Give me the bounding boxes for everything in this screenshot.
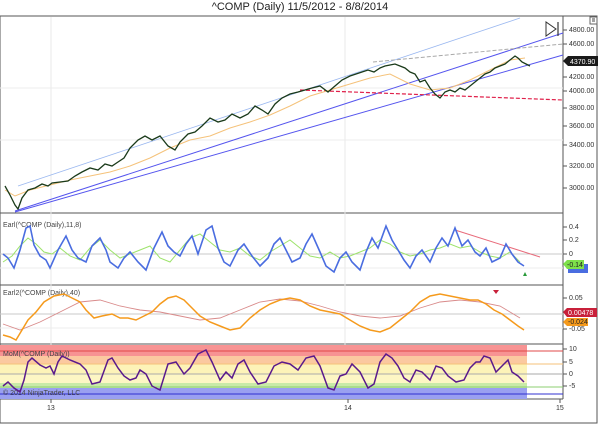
channel-line-1 — [14, 32, 564, 212]
earl2-fast-line — [2, 293, 525, 341]
svg-text:-0.024: -0.024 — [568, 319, 588, 326]
svg-text:-0.14: -0.14 — [567, 262, 583, 269]
channel-line-2 — [14, 54, 564, 213]
svg-text:0.2: 0.2 — [569, 237, 579, 244]
earl2-panel: Earl2(^COMP (Daily),40) 0.05 -0.05 0.004… — [0, 290, 597, 341]
upper-channel-line — [17, 17, 521, 187]
svg-text:3800.00: 3800.00 — [569, 105, 594, 112]
svg-text:10: 10 — [569, 346, 577, 353]
svg-text:-5: -5 — [569, 383, 575, 390]
earl2-value-tag-b: -0.024 — [563, 318, 588, 326]
svg-text:14: 14 — [344, 405, 352, 412]
mom-line — [2, 348, 525, 394]
svg-text:3400.00: 3400.00 — [569, 142, 594, 149]
svg-text:4370.90: 4370.90 — [570, 59, 595, 66]
svg-text:5: 5 — [569, 359, 573, 366]
moving-average — [4, 57, 526, 197]
svg-text:MoM(^COMP (Daily)): MoM(^COMP (Daily)) — [3, 351, 70, 358]
svg-text:15: 15 — [556, 405, 564, 412]
earl2-y-axis: 0.05 -0.05 — [563, 295, 585, 333]
svg-text:0.05: 0.05 — [569, 295, 583, 302]
price-y-axis: 4800.00 4600.00 4200.00 4000.00 3800.00 … — [563, 27, 594, 192]
svg-text:0: 0 — [569, 371, 573, 378]
earl2-value-tag-a: 0.00478 — [563, 308, 597, 317]
x-axis: 13 14 15 — [47, 399, 564, 412]
panel-menu-button[interactable] — [589, 16, 598, 25]
svg-text:4000.00: 4000.00 — [569, 88, 594, 95]
earl-value-tag: -0.14 — [563, 260, 588, 273]
mom-panel: MoM(^COMP (Daily)) © 2014 NinjaTrader, L… — [0, 345, 577, 399]
earl-main-line — [2, 223, 525, 274]
buy-signal-arrow-icon — [523, 272, 527, 276]
price-series — [4, 55, 531, 211]
chart-title: ^COMP (Daily) 11/5/2012 - 8/8/2014 — [211, 1, 389, 13]
svg-text:0.00478: 0.00478 — [568, 310, 593, 317]
earl2-slow-line — [2, 298, 521, 331]
svg-text:0.4: 0.4 — [569, 224, 579, 231]
sell-signal-arrow-icon — [493, 290, 499, 294]
svg-text:3600.00: 3600.00 — [569, 123, 594, 130]
earl-y-axis: 0.4 0.2 0 — [563, 224, 579, 258]
svg-text:Earl(^COMP (Daily),11,8): Earl(^COMP (Daily),11,8) — [3, 222, 81, 229]
gray-resistance-line — [372, 43, 564, 63]
mom-y-axis: 10 5 0 -5 — [563, 346, 577, 390]
earl-panel: Earl(^COMP (Daily),11,8) 0.4 0.2 0 -0.14 — [0, 222, 588, 276]
svg-text:4800.00: 4800.00 — [569, 27, 594, 34]
svg-text:0: 0 — [569, 251, 573, 258]
svg-text:© 2014 NinjaTrader, LLC: © 2014 NinjaTrader, LLC — [3, 389, 80, 397]
svg-text:13: 13 — [47, 405, 55, 412]
red-support-line — [299, 89, 564, 101]
svg-text:3200.00: 3200.00 — [569, 163, 594, 170]
last-price-tag: 4370.90 — [563, 56, 598, 66]
scroll-to-end-icon[interactable] — [545, 21, 559, 37]
earl-divergence-line — [454, 229, 541, 258]
svg-text:4600.00: 4600.00 — [569, 41, 594, 48]
svg-text:-0.05: -0.05 — [569, 326, 585, 333]
svg-text:3000.00: 3000.00 — [569, 185, 594, 192]
price-panel: 4800.00 4600.00 4200.00 4000.00 3800.00 … — [0, 16, 598, 213]
svg-text:4200.00: 4200.00 — [569, 74, 594, 81]
earl-signal-line — [2, 233, 521, 263]
svg-text:Earl2(^COMP (Daily),40): Earl2(^COMP (Daily),40) — [3, 290, 80, 297]
